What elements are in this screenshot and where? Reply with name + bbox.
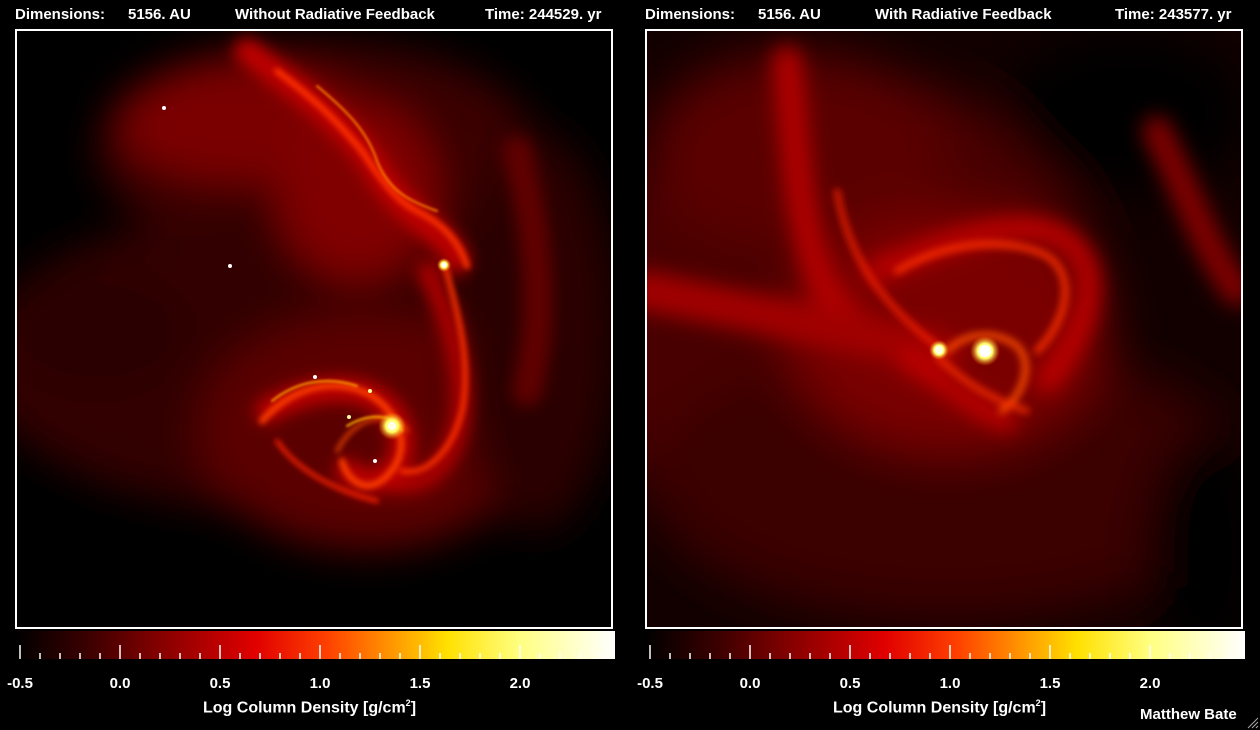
- colorbar-label: Log Column Density [g/cm2]: [833, 698, 1047, 717]
- colorbar-tick-label: -0.5: [637, 675, 663, 692]
- colorbar-tick-label: 1.5: [409, 675, 431, 692]
- dimensions-value: 5156. AU: [128, 6, 191, 23]
- colorbar-tick-label: 2.0: [1139, 675, 1161, 692]
- panel-title: Without Radiative Feedback: [235, 6, 435, 23]
- colorbar-tick-label: 0.0: [109, 675, 131, 692]
- colorbar-ticks: [649, 645, 1231, 659]
- credit-text: Matthew Bate: [1140, 706, 1237, 723]
- colorbar-ticks: [19, 645, 601, 659]
- panel-with-feedback: Dimensions: 5156. AU With Radiative Feed…: [630, 0, 1260, 730]
- time-readout: Time: 243577. yr: [1115, 6, 1232, 23]
- colorbar: [645, 631, 1245, 659]
- colorbar-tick-label: 1.0: [939, 675, 961, 692]
- panel-title: With Radiative Feedback: [875, 6, 1052, 23]
- dimensions-value: 5156. AU: [758, 6, 821, 23]
- colorbar-label: Log Column Density [g/cm2]: [203, 698, 417, 717]
- colorbar: [15, 631, 615, 659]
- sink-particles: [929, 336, 1000, 366]
- dimensions-label: Dimensions:: [15, 6, 106, 23]
- time-readout: Time: 244529. yr: [485, 6, 602, 23]
- simulation-image: [15, 29, 613, 629]
- panel-without-feedback: Dimensions: 5156. AU Without Radiative F…: [7, 6, 615, 717]
- colorbar-tick-label: 0.5: [839, 675, 861, 692]
- colorbar-tick-label: 1.5: [1039, 675, 1061, 692]
- colorbar-tick-label: 0.5: [209, 675, 231, 692]
- colorbar-tick-label: 2.0: [509, 675, 531, 692]
- resize-grip-icon[interactable]: [1245, 715, 1259, 729]
- colorbar-tick-label: 1.0: [309, 675, 331, 692]
- colorbar-tick-label: -0.5: [7, 675, 33, 692]
- dimensions-label: Dimensions:: [645, 6, 736, 23]
- colorbar-tick-label: 0.0: [739, 675, 761, 692]
- simulation-image: [645, 29, 1243, 629]
- sink-particles: [162, 106, 451, 463]
